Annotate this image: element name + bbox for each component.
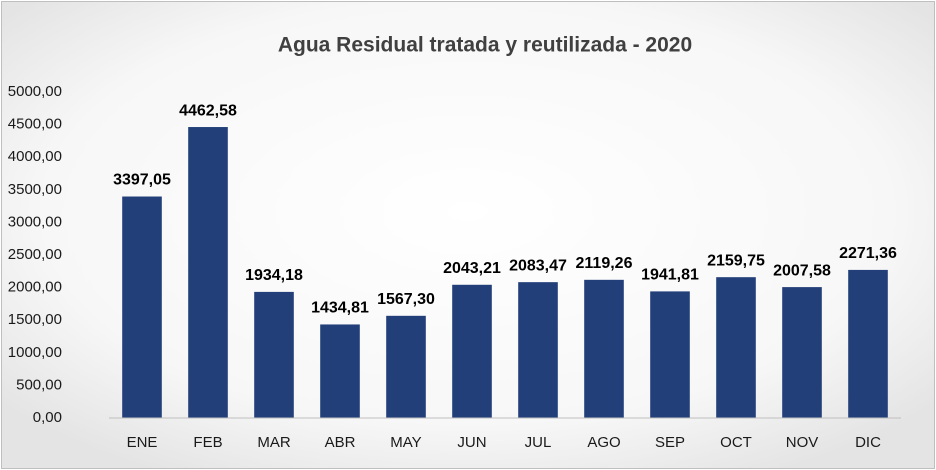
data-label: 2271,36 [839, 245, 897, 262]
bar [452, 284, 492, 418]
y-tick-label: 0,00 [33, 409, 62, 426]
x-tick-label: ABR [325, 434, 356, 451]
bar [320, 324, 360, 418]
bar [782, 287, 822, 418]
x-tick-label: AGO [587, 434, 620, 451]
y-tick-label: 500,00 [16, 376, 62, 393]
x-tick-label: NOV [786, 434, 819, 451]
data-label: 1941,81 [641, 267, 699, 284]
bar [716, 277, 756, 418]
data-label: 3397,05 [113, 172, 171, 189]
data-label: 2007,58 [773, 262, 831, 279]
x-tick-label: SEP [655, 434, 685, 451]
data-label: 2119,26 [576, 255, 633, 272]
y-tick-label: 4500,00 [8, 116, 62, 133]
x-tick-label: OCT [720, 434, 752, 451]
y-tick-label: 1000,00 [8, 344, 62, 361]
y-tick-label: 2500,00 [8, 246, 62, 263]
x-tick-label: FEB [193, 434, 222, 451]
chart-title: Agua Residual tratada y reutilizada - 20… [278, 34, 692, 57]
data-label: 2159,75 [707, 252, 765, 269]
data-label: 2043,21 [443, 260, 501, 277]
data-label: 2083,47 [509, 257, 567, 274]
data-label: 4462,58 [179, 102, 237, 119]
bar [386, 315, 426, 418]
bar [848, 269, 888, 418]
x-tick-label: MAR [257, 434, 291, 451]
y-tick-label: 3000,00 [8, 213, 62, 230]
y-tick-label: 5000,00 [8, 83, 62, 100]
x-tick-label: MAY [390, 434, 421, 451]
x-tick-label: DIC [855, 434, 881, 451]
bar [122, 196, 162, 418]
data-label: 1434,81 [311, 300, 369, 317]
x-tick-label: JUL [525, 434, 552, 451]
bar [518, 282, 558, 418]
data-label: 1567,30 [377, 291, 435, 308]
bar [584, 279, 624, 418]
y-tick-label: 3500,00 [8, 181, 62, 198]
x-tick-label: ENE [127, 434, 158, 451]
bar [254, 291, 294, 418]
y-tick-label: 4000,00 [8, 148, 62, 165]
y-tick-label: 2000,00 [8, 279, 62, 296]
x-tick-label: JUN [457, 434, 486, 451]
data-label: 1934,18 [245, 267, 303, 284]
bar [650, 291, 690, 418]
bar [188, 127, 228, 418]
y-tick-label: 1500,00 [8, 311, 62, 328]
